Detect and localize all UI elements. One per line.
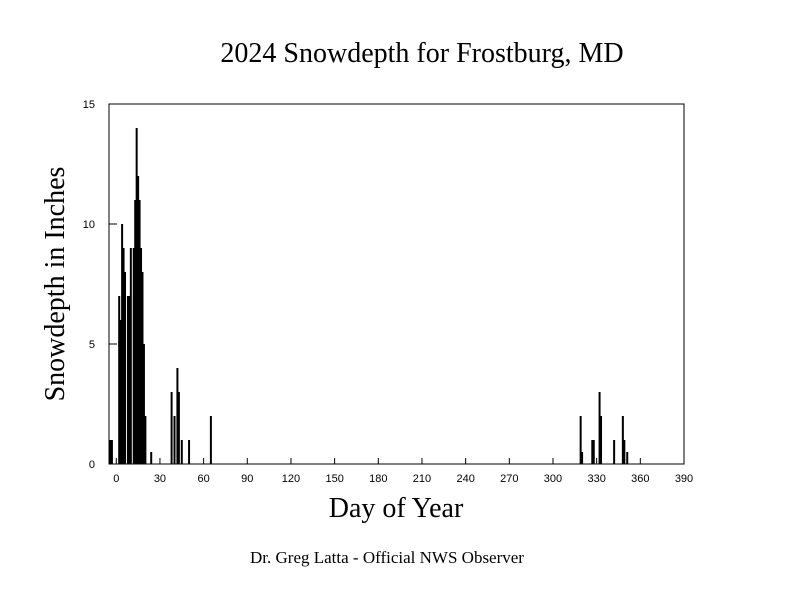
bar xyxy=(132,248,135,464)
bar xyxy=(129,248,132,464)
bar xyxy=(144,416,147,464)
bar xyxy=(623,440,626,464)
bar xyxy=(170,392,173,464)
bar xyxy=(579,416,582,464)
bar xyxy=(128,296,131,464)
bar xyxy=(109,440,112,464)
bar xyxy=(150,452,153,464)
bar xyxy=(626,452,629,464)
y-tick-label: 5 xyxy=(89,339,95,351)
y-tick-label: 15 xyxy=(83,99,95,111)
x-tick-label: 390 xyxy=(675,473,693,485)
x-tick-label: 60 xyxy=(197,473,209,485)
bar xyxy=(126,296,129,464)
bar xyxy=(138,200,141,464)
x-tick-label: 270 xyxy=(500,473,518,485)
bar xyxy=(121,224,124,464)
bar xyxy=(122,248,125,464)
x-tick-label: 90 xyxy=(241,473,253,485)
x-axis-label: Day of Year xyxy=(329,493,464,524)
bar xyxy=(137,176,140,464)
x-tick-label: 180 xyxy=(369,473,387,485)
bar xyxy=(592,440,595,464)
bar xyxy=(621,416,624,464)
bar xyxy=(176,368,179,464)
y-tick-label: 0 xyxy=(89,459,95,471)
x-tick-label: 360 xyxy=(631,473,649,485)
x-tick-label: 150 xyxy=(325,473,343,485)
bar xyxy=(613,440,616,464)
bar xyxy=(110,440,113,464)
bar xyxy=(140,248,143,464)
bar xyxy=(173,416,176,464)
bar xyxy=(119,320,122,464)
plot-frame xyxy=(108,103,685,465)
x-tick-label: 300 xyxy=(544,473,562,485)
y-tick-label: 10 xyxy=(83,219,95,231)
bar xyxy=(134,200,137,464)
bar xyxy=(135,128,138,464)
bar xyxy=(142,344,145,464)
bar xyxy=(188,440,191,464)
footer: Dr. Greg Latta - Official NWS Observer xyxy=(250,548,524,567)
y-axis-label: Snowdepth in Inches xyxy=(40,167,71,402)
bar xyxy=(124,272,127,464)
bar xyxy=(180,440,183,464)
bar xyxy=(591,440,594,464)
bar xyxy=(209,416,212,464)
bar xyxy=(600,416,603,464)
x-tick-label: 210 xyxy=(413,473,431,485)
x-tick-label: 120 xyxy=(282,473,300,485)
x-tick-label: 0 xyxy=(113,473,119,485)
x-tick-label: 30 xyxy=(154,473,166,485)
bar xyxy=(118,296,121,464)
chart-title: 2024 Snowdepth for Frostburg, MD xyxy=(220,38,623,69)
bar xyxy=(141,272,144,464)
x-tick-label: 240 xyxy=(456,473,474,485)
bar xyxy=(177,392,180,464)
x-tick-label: 330 xyxy=(587,473,605,485)
bar xyxy=(581,452,584,464)
bar xyxy=(598,392,601,464)
